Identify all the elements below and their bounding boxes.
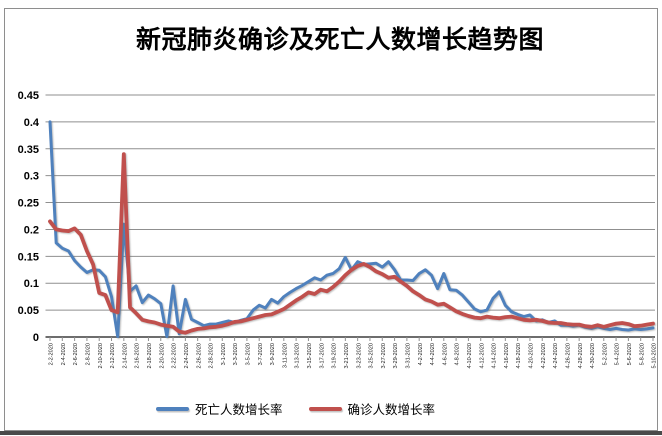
- svg-text:2-28-2020: 2-28-2020: [209, 343, 215, 369]
- svg-text:2-10-2020: 2-10-2020: [98, 343, 104, 369]
- svg-text:2-22-2020: 2-22-2020: [172, 343, 178, 369]
- svg-text:4-16-2020: 4-16-2020: [504, 343, 510, 369]
- svg-text:4-2-2020: 4-2-2020: [418, 343, 424, 365]
- svg-text:2-20-2020: 2-20-2020: [159, 343, 165, 369]
- svg-text:2-16-2020: 2-16-2020: [135, 343, 141, 369]
- svg-text:3-9-2020: 3-9-2020: [270, 343, 276, 365]
- y-axis-labels: 0.45 0.4 0.35 0.3 0.25 0.2 0.15 0.1 0.05 0: [18, 90, 40, 344]
- confirmed-rate-label: 确诊人数增长率: [347, 403, 436, 417]
- svg-text:3-1-2020: 3-1-2020: [221, 343, 227, 365]
- svg-text:3-29-2020: 3-29-2020: [393, 343, 399, 369]
- svg-text:0.3: 0.3: [24, 171, 39, 183]
- svg-text:3-19-2020: 3-19-2020: [332, 343, 338, 369]
- svg-text:3-25-2020: 3-25-2020: [369, 343, 375, 369]
- svg-text:4-8-2020: 4-8-2020: [455, 343, 461, 365]
- svg-text:0.45: 0.45: [18, 90, 39, 102]
- svg-text:4-6-2020: 4-6-2020: [442, 343, 448, 365]
- svg-text:4-4-2020: 4-4-2020: [430, 343, 436, 365]
- svg-text:5-10-2020: 5-10-2020: [652, 343, 658, 369]
- svg-text:0.1: 0.1: [24, 278, 39, 290]
- svg-text:2-6-2020: 2-6-2020: [73, 343, 79, 365]
- svg-text:2-4-2020: 2-4-2020: [61, 343, 67, 365]
- confirmed-rate-line: [48, 152, 655, 335]
- svg-text:2-14-2020: 2-14-2020: [122, 343, 128, 369]
- svg-text:4-28-2020: 4-28-2020: [578, 343, 584, 369]
- death-rate-swatch: [156, 406, 189, 411]
- svg-text:2-24-2020: 2-24-2020: [184, 343, 190, 369]
- confirmed-rate-swatch: [308, 406, 342, 411]
- svg-text:0: 0: [33, 332, 39, 344]
- svg-text:4-14-2020: 4-14-2020: [492, 343, 498, 369]
- svg-text:4-22-2020: 4-22-2020: [541, 343, 547, 369]
- svg-text:4-30-2020: 4-30-2020: [590, 343, 596, 369]
- svg-text:0.25: 0.25: [18, 198, 39, 210]
- svg-text:5-8-2020: 5-8-2020: [639, 343, 645, 365]
- svg-text:4-26-2020: 4-26-2020: [565, 343, 571, 369]
- svg-text:4-10-2020: 4-10-2020: [467, 343, 473, 369]
- svg-text:4-18-2020: 4-18-2020: [516, 343, 522, 369]
- svg-text:3-5-2020: 3-5-2020: [245, 343, 251, 365]
- svg-text:0.2: 0.2: [24, 224, 39, 236]
- svg-text:3-13-2020: 3-13-2020: [295, 343, 301, 369]
- chart-title: 新冠肺炎确诊及死亡人数增长趋势图: [135, 27, 544, 54]
- svg-text:4-12-2020: 4-12-2020: [479, 343, 485, 369]
- svg-text:3-11-2020: 3-11-2020: [282, 343, 288, 368]
- svg-text:5-6-2020: 5-6-2020: [627, 343, 633, 365]
- legend-item-confirmed-rate: 确诊人数增长率: [308, 399, 436, 418]
- svg-text:4-20-2020: 4-20-2020: [529, 343, 535, 369]
- svg-text:5-4-2020: 5-4-2020: [615, 343, 621, 365]
- svg-text:2-26-2020: 2-26-2020: [196, 343, 202, 369]
- window-bottom-edge: [0, 431, 662, 435]
- svg-text:0.35: 0.35: [18, 144, 39, 156]
- svg-text:3-17-2020: 3-17-2020: [319, 343, 325, 369]
- x-axis-labels: 2-2-2020 2-4-2020 2-6-2020 2-8-2020 2-10-202…: [49, 343, 658, 369]
- legend-item-death-rate: 死亡人数增长率: [156, 399, 283, 418]
- svg-text:2-8-2020: 2-8-2020: [86, 343, 92, 365]
- x-ticks: [49, 337, 654, 341]
- svg-text:3-15-2020: 3-15-2020: [307, 343, 313, 369]
- svg-text:0.4: 0.4: [24, 117, 40, 129]
- death-rate-label: 死亡人数增长率: [195, 403, 283, 417]
- svg-text:4-24-2020: 4-24-2020: [553, 343, 559, 369]
- svg-text:2-12-2020: 2-12-2020: [110, 343, 116, 369]
- chart-legend: 死亡人数增长率 确诊人数增长率: [156, 399, 435, 418]
- svg-text:2-2-2020: 2-2-2020: [49, 343, 55, 365]
- svg-text:0.15: 0.15: [18, 251, 39, 263]
- svg-text:3-21-2020: 3-21-2020: [344, 343, 350, 369]
- svg-text:3-23-2020: 3-23-2020: [356, 343, 362, 369]
- svg-text:0.05: 0.05: [18, 305, 39, 317]
- svg-text:3-7-2020: 3-7-2020: [258, 343, 264, 365]
- svg-text:3-3-2020: 3-3-2020: [233, 343, 239, 365]
- svg-text:5-2-2020: 5-2-2020: [602, 343, 608, 365]
- svg-text:3-31-2020: 3-31-2020: [405, 343, 411, 369]
- y-gridlines: [45, 94, 655, 338]
- svg-text:2-18-2020: 2-18-2020: [147, 343, 153, 369]
- svg-text:3-27-2020: 3-27-2020: [381, 343, 387, 369]
